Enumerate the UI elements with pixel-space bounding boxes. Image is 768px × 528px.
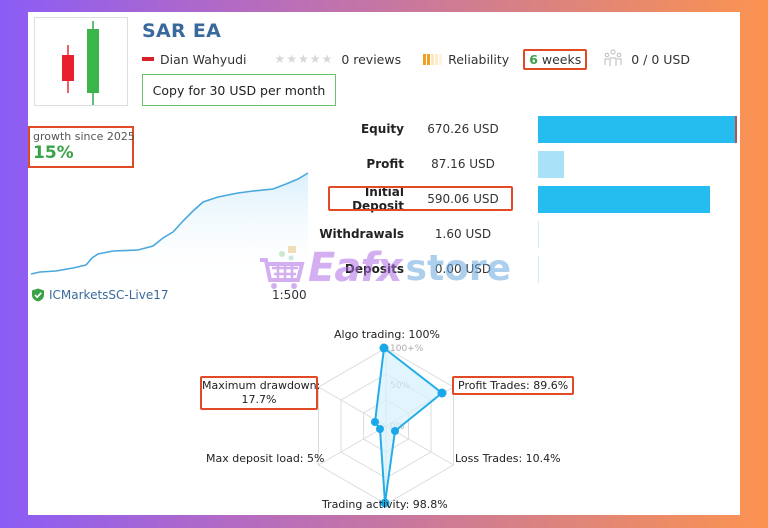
- signal-meta-row: Dian Wahyudi ★★★★★ 0 reviews Reliability…: [142, 48, 690, 70]
- stat-value: 590.06 USD: [427, 191, 499, 206]
- radar-label-profit-trades: Profit Trades: 89.6%: [452, 376, 575, 395]
- initial-deposit-bar: [538, 186, 710, 213]
- server-name[interactable]: ICMarketsSC-Live17: [49, 288, 169, 302]
- radar-label-trading-activity: Trading activity: 98.8%: [322, 498, 448, 511]
- svg-text:100+%: 100+%: [390, 344, 424, 354]
- growth-value: 15%: [33, 143, 74, 163]
- copy-subscribe-button[interactable]: Copy for 30 USD per month: [142, 74, 336, 106]
- server-info: ICMarketsSC-Live17: [31, 288, 169, 302]
- growth-highlight: growth since 2025 15%: [28, 126, 135, 168]
- initial-deposit-highlight: [328, 186, 513, 211]
- stat-value: 0.00 USD: [434, 261, 492, 276]
- withdrawals-bar: [538, 221, 539, 248]
- deposits-bar: [538, 256, 539, 283]
- reviews-link[interactable]: 0 reviews: [341, 51, 402, 67]
- radar-chart: 100+% 50% 0%: [318, 343, 454, 508]
- stat-row-initial-deposit: Initial Deposit 590.06 USD: [318, 185, 510, 213]
- stat-label: Deposits: [344, 261, 404, 276]
- stat-value: 1.60 USD: [434, 226, 492, 241]
- stat-row-equity: Equity 670.26 USD: [318, 115, 510, 142]
- stat-label: Profit: [366, 156, 404, 171]
- signal-card: SAR EA Dian Wahyudi ★★★★★ 0 reviews Reli…: [28, 12, 740, 515]
- subscribers-value: 0 / 0 USD: [631, 51, 690, 67]
- subscribers-icon: [603, 49, 623, 70]
- profit-bar: [538, 151, 564, 178]
- radar-label-max-deposit-load: Max deposit load: 5%: [206, 452, 325, 465]
- shield-check-icon: [32, 288, 44, 302]
- rating-stars-icon: ★★★★★: [274, 52, 334, 66]
- reliability-label: Reliability: [448, 51, 510, 67]
- weeks-badge: 6 weeks: [523, 48, 588, 70]
- radar-label-loss-trades: Loss Trades: 10.4%: [455, 452, 561, 465]
- radar-label-algo-trading: Algo trading: 100%: [334, 328, 441, 341]
- author-link[interactable]: Dian Wahyudi: [160, 51, 247, 67]
- stat-row-profit: Profit 87.16 USD: [318, 150, 510, 177]
- reliability-icon: [423, 53, 443, 65]
- radar-label-max-drawdown: Maximum drawdown: 17.7%: [200, 376, 321, 410]
- drawdown-label: Maximum drawdown:: [202, 379, 321, 392]
- growth-chart: [30, 172, 309, 284]
- stat-row-withdrawals: Withdrawals 1.60 USD: [318, 220, 510, 247]
- signal-logo: [34, 17, 128, 106]
- growth-caption: growth since 2025: [33, 130, 135, 143]
- stat-value: 670.26 USD: [427, 121, 499, 136]
- equity-bar: [538, 116, 737, 143]
- stat-label: Equity: [360, 121, 404, 136]
- candlestick-icon: [62, 21, 99, 105]
- stat-label: Withdrawals: [319, 226, 404, 241]
- stat-row-deposits: Deposits 0.00 USD: [318, 255, 510, 282]
- weeks-count: 6: [529, 51, 538, 67]
- leverage-value: 1:500: [272, 288, 307, 302]
- flag-icon: [142, 57, 154, 61]
- drawdown-value: 17.7%: [241, 393, 277, 406]
- signal-title[interactable]: SAR EA: [142, 20, 222, 42]
- stat-value: 87.16 USD: [431, 156, 495, 171]
- weeks-label: weeks: [541, 51, 582, 67]
